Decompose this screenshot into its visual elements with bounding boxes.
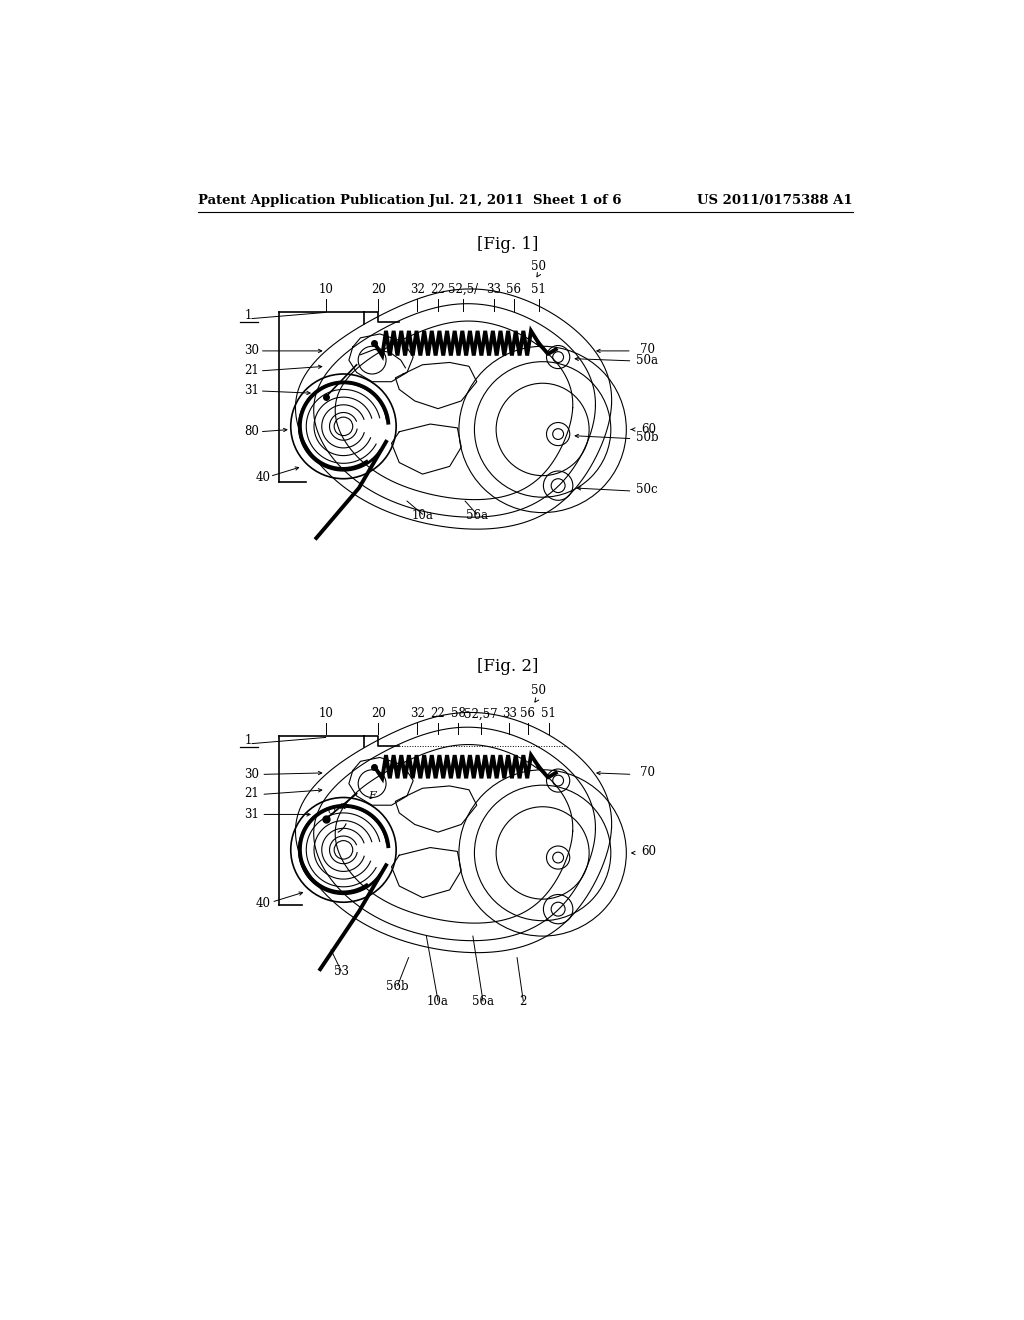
Text: 70: 70: [640, 767, 654, 779]
Text: 20: 20: [371, 284, 386, 296]
Text: 22: 22: [431, 284, 445, 296]
Text: 50: 50: [531, 684, 546, 697]
Text: 50a: 50a: [636, 354, 658, 367]
Text: 58: 58: [451, 708, 466, 721]
Text: O: O: [328, 808, 336, 817]
Text: 56a: 56a: [472, 995, 494, 1008]
Text: 80: 80: [245, 425, 259, 438]
Text: F: F: [369, 791, 376, 801]
Text: 51: 51: [542, 708, 556, 721]
Text: [Fig. 2]: [Fig. 2]: [477, 659, 539, 675]
Text: 56: 56: [507, 284, 521, 296]
Text: 56a: 56a: [466, 508, 487, 521]
Text: 30: 30: [245, 768, 259, 781]
Text: 33: 33: [502, 708, 517, 721]
Text: 32: 32: [410, 708, 425, 721]
Text: 51: 51: [531, 284, 546, 296]
Text: Patent Application Publication: Patent Application Publication: [198, 194, 425, 207]
Text: 50c: 50c: [637, 483, 658, 496]
Text: 22: 22: [431, 708, 445, 721]
Text: 31: 31: [245, 384, 259, 397]
Text: 60: 60: [641, 422, 656, 436]
Text: 50b: 50b: [636, 430, 658, 444]
Text: 30: 30: [245, 345, 259, 358]
Text: 52,57: 52,57: [464, 708, 498, 721]
Text: 40: 40: [256, 898, 271, 911]
Text: 56: 56: [520, 708, 536, 721]
Text: US 2011/0175388 A1: US 2011/0175388 A1: [697, 194, 853, 207]
Text: 20: 20: [371, 708, 386, 721]
Text: 52,5/: 52,5/: [447, 284, 478, 296]
Text: 1: 1: [245, 734, 252, 747]
Text: 10a: 10a: [427, 995, 449, 1008]
Text: 53: 53: [334, 965, 348, 978]
Text: 10: 10: [318, 708, 333, 721]
Text: 31: 31: [245, 808, 259, 821]
Text: 32: 32: [410, 284, 425, 296]
Text: [Fig. 1]: [Fig. 1]: [477, 236, 539, 253]
Text: 10: 10: [318, 284, 333, 296]
Text: 33: 33: [486, 284, 502, 296]
Text: 60: 60: [641, 845, 656, 858]
Text: 21: 21: [245, 787, 259, 800]
Text: Jul. 21, 2011  Sheet 1 of 6: Jul. 21, 2011 Sheet 1 of 6: [429, 194, 621, 207]
Text: 70: 70: [640, 343, 654, 356]
Text: 10a: 10a: [412, 508, 433, 521]
Text: 21: 21: [245, 363, 259, 376]
Text: 40: 40: [256, 471, 271, 484]
Text: 50: 50: [531, 260, 546, 273]
Text: 2: 2: [519, 995, 527, 1008]
Text: α: α: [338, 801, 346, 810]
Text: 56b: 56b: [386, 979, 409, 993]
Text: 1: 1: [245, 309, 252, 322]
